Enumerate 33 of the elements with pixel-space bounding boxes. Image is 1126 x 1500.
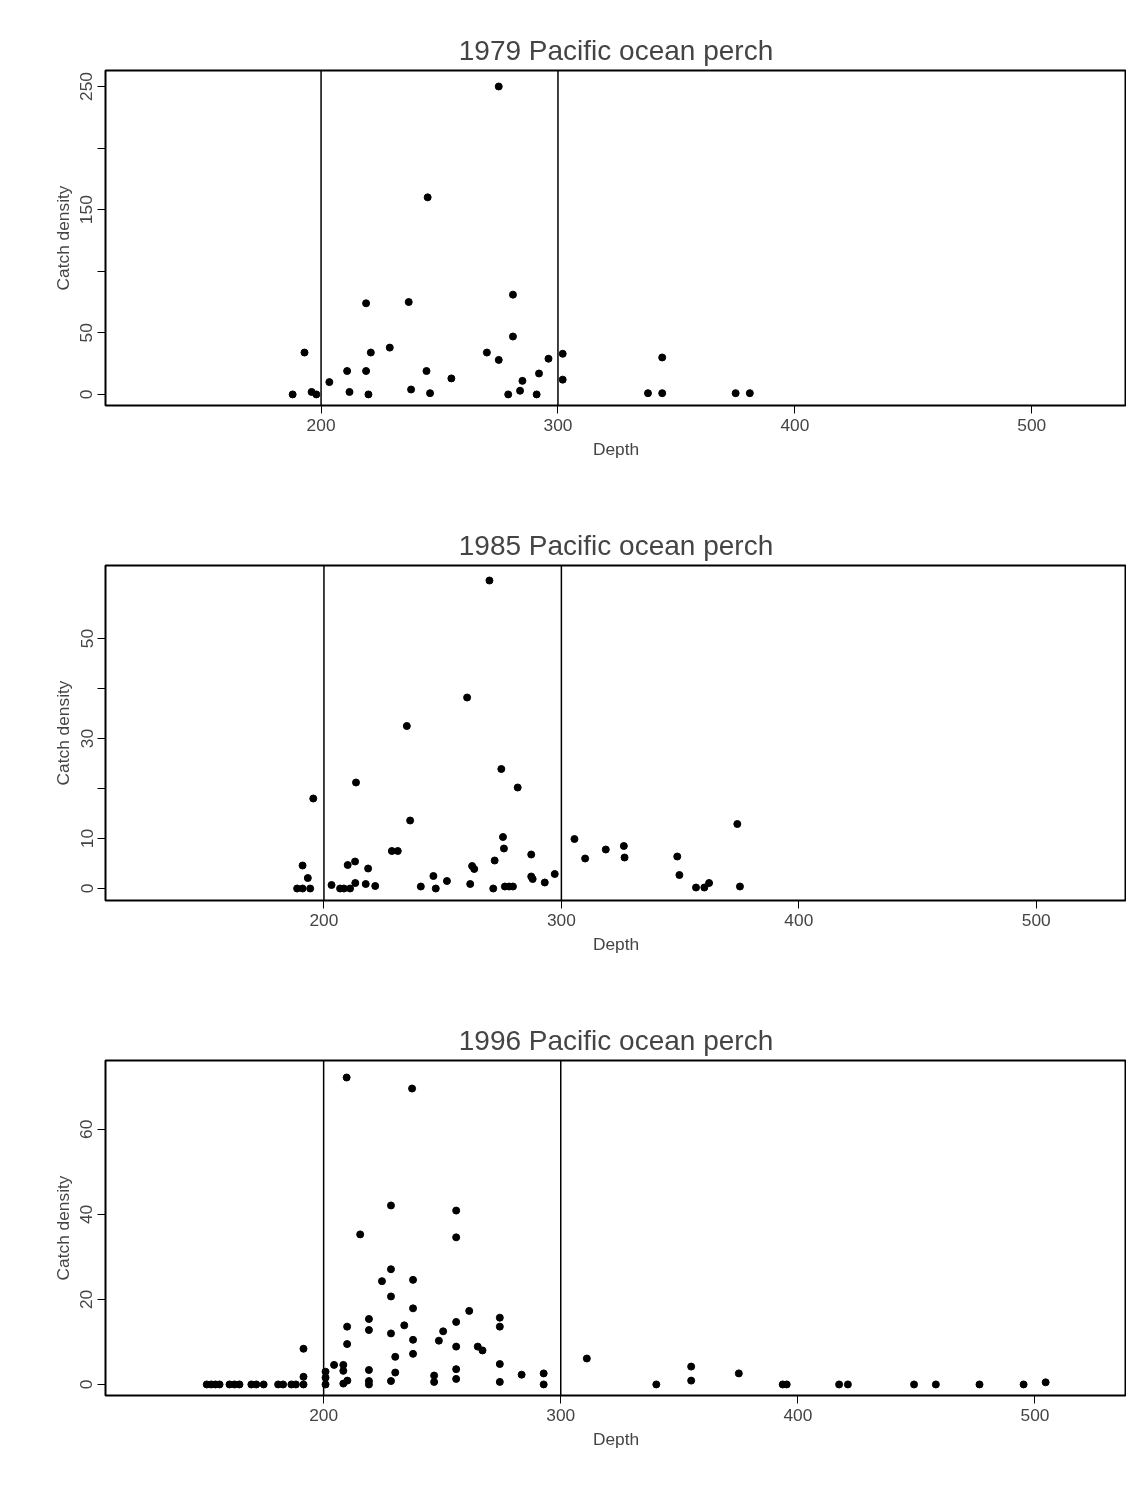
x-tick-label: 300 bbox=[546, 1404, 576, 1425]
y-tick-label: 10 bbox=[76, 828, 97, 849]
y-tick-label: 20 bbox=[76, 1289, 97, 1310]
x-tick-label: 500 bbox=[1020, 1404, 1050, 1425]
y-tick-label: 250 bbox=[76, 72, 97, 101]
x-tick-label: 500 bbox=[1017, 414, 1047, 435]
y-tick-label: 30 bbox=[76, 728, 97, 749]
x-axis-title: Depth bbox=[592, 438, 640, 459]
x-tick-label: 200 bbox=[306, 414, 336, 435]
y-tick-label: 0 bbox=[76, 389, 97, 400]
y-tick-label: 150 bbox=[76, 195, 97, 225]
x-tick-label: 400 bbox=[784, 909, 814, 930]
x-tick-label: 500 bbox=[1021, 909, 1051, 930]
y-tick-label: 50 bbox=[76, 628, 97, 649]
chart-title: 1996 Pacific ocean perch bbox=[458, 1024, 774, 1056]
chart-title: 1985 Pacific ocean perch bbox=[458, 529, 774, 561]
x-tick-label: 400 bbox=[780, 414, 810, 435]
x-tick-label: 200 bbox=[309, 909, 339, 930]
y-tick-label: 0 bbox=[76, 883, 97, 894]
x-axis-title: Depth bbox=[592, 933, 640, 954]
x-tick-label: 200 bbox=[309, 1404, 339, 1425]
y-tick-label: 40 bbox=[76, 1204, 97, 1225]
x-tick-label: 400 bbox=[783, 1404, 813, 1425]
x-axis-title: Depth bbox=[592, 1428, 640, 1449]
x-tick-label: 300 bbox=[546, 909, 576, 930]
x-tick-label: 300 bbox=[543, 414, 573, 435]
y-axis-title: Catch density bbox=[52, 680, 73, 786]
y-tick-label: 50 bbox=[76, 323, 97, 343]
y-tick-label: 60 bbox=[76, 1119, 97, 1140]
y-axis-title: Catch density bbox=[52, 1175, 73, 1281]
y-tick-label: 0 bbox=[76, 1379, 97, 1390]
y-axis-title: Catch density bbox=[52, 185, 73, 291]
chart-title: 1979 Pacific ocean perch bbox=[458, 34, 774, 66]
